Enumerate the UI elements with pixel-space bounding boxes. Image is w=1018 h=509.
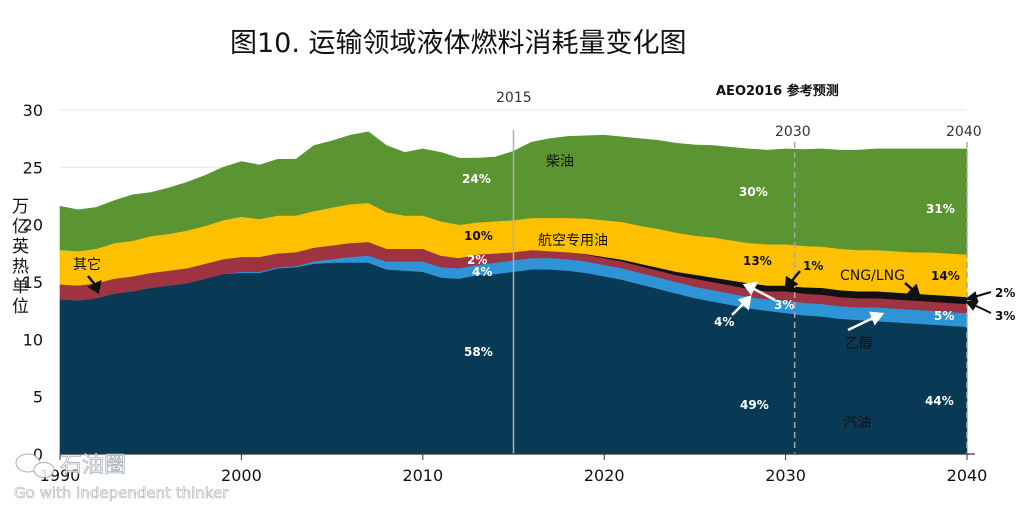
x-tick-2030: 2030	[765, 466, 806, 485]
y-tick-15: 15	[23, 273, 43, 292]
pct-gasoline-2040: 44%	[925, 394, 954, 408]
pct-cng-2040: 2%	[995, 286, 1015, 300]
label-cng: CNG/LNG	[840, 268, 905, 284]
pct-other-2040: 3%	[995, 309, 1015, 323]
pct-gasoline-2015: 58%	[464, 345, 493, 359]
x-tick-2010: 2010	[402, 466, 443, 485]
y-tick-5: 5	[33, 388, 43, 407]
arrow-ethanol-2030	[731, 295, 752, 316]
watermark-title: 石油圈	[60, 453, 126, 478]
watermark-slogan: Go with independent thinker	[14, 484, 229, 502]
label-diesel: 柴油	[546, 154, 574, 170]
label-other: 其它	[73, 256, 101, 273]
arrow-other-2030	[742, 281, 776, 302]
pct-diesel-2040: 31%	[926, 202, 955, 216]
x-tick-2020: 2020	[584, 466, 625, 485]
y-tick-20: 20	[23, 216, 43, 235]
y-tick-25: 25	[23, 158, 43, 177]
pct-ethanol-2030: 4%	[714, 315, 734, 329]
ref-label-2030: 2030	[775, 124, 811, 140]
x-tick-2040: 2040	[947, 466, 988, 485]
pct-other-2030: 3%	[774, 298, 794, 312]
ref-label-2015: 2015	[496, 90, 532, 106]
y-tick-30: 30	[23, 101, 43, 120]
y-axis-label: 万亿英热单位	[12, 197, 29, 317]
pct-jet-2015: 10%	[464, 229, 493, 243]
watermark: 石油圈 Go with independent thinker	[14, 453, 230, 503]
label-jet: 航空专用油	[538, 233, 608, 249]
projection-label: AEO2016 参考预测	[716, 83, 839, 99]
y-tick-0: 0	[33, 445, 43, 464]
pct-other-2015: 2%	[467, 253, 487, 267]
label-ethanol: 乙醇	[845, 335, 873, 352]
ref-label-2040: 2040	[946, 124, 982, 140]
pct-jet-2040: 14%	[931, 269, 960, 283]
pct-ethanol-2040: 5%	[934, 309, 954, 323]
arrow-2pct-2040	[964, 291, 992, 303]
wechat-icon	[15, 453, 55, 478]
x-tick-2000: 2000	[221, 466, 262, 485]
pct-diesel-2015: 24%	[462, 172, 491, 186]
pct-diesel-2030: 30%	[739, 185, 768, 199]
y-tick-10: 10	[23, 330, 43, 349]
arrow-3pct-2040	[964, 301, 992, 314]
arrow-cng-2030	[784, 270, 801, 292]
pct-ethanol-2015: 4%	[472, 265, 492, 279]
pct-jet-2030: 13%	[743, 254, 772, 268]
label-gasoline: 汽油	[843, 415, 871, 431]
pct-gasoline-2030: 49%	[740, 398, 769, 412]
chart-title: 图10. 运输领域液体燃料消耗量变化图	[230, 28, 687, 59]
arrow-other	[87, 275, 102, 295]
arrow-ethanol-2040	[847, 311, 885, 332]
arrow-cng-2040	[904, 282, 921, 298]
pct-cng-2030: 1%	[803, 259, 823, 273]
